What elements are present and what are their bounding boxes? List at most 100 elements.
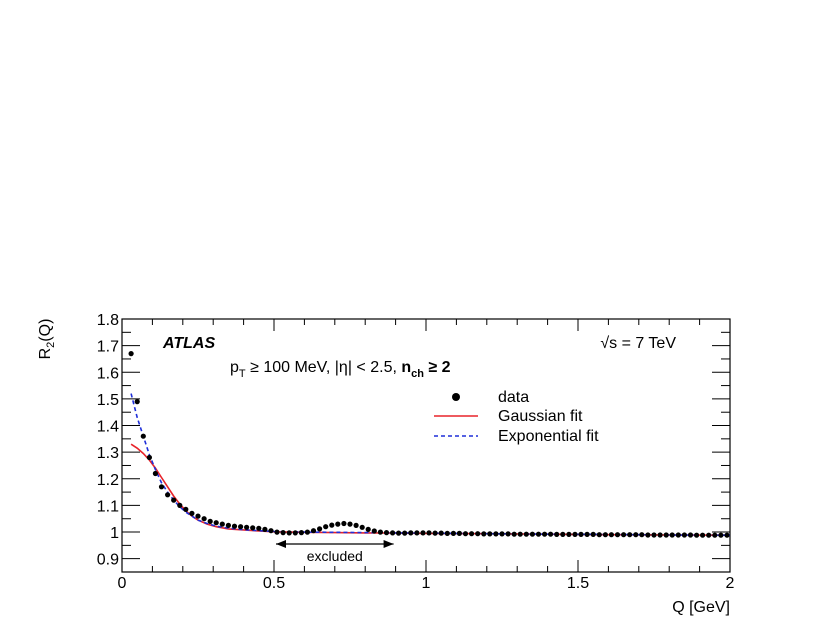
excluded-label: excluded	[307, 548, 363, 564]
cuts-pt: p	[230, 359, 239, 376]
data-point	[590, 531, 596, 538]
data-point	[462, 531, 469, 537]
data-point	[669, 532, 675, 538]
data-point	[487, 531, 493, 537]
data-point	[493, 531, 499, 537]
data-point	[535, 531, 542, 537]
data-point	[572, 531, 578, 538]
y-axis-title-arg: (Q)	[37, 319, 54, 342]
data-point	[231, 523, 238, 529]
data-point	[280, 530, 286, 536]
data-point	[341, 520, 347, 527]
data-point	[596, 532, 602, 538]
data-point	[639, 532, 645, 538]
data-point	[584, 531, 590, 538]
data-point	[359, 524, 365, 530]
data-point	[371, 528, 377, 534]
data-point	[645, 532, 651, 538]
data-point	[681, 532, 688, 538]
data-point	[687, 532, 694, 538]
data-point	[329, 522, 335, 528]
data-point	[408, 530, 414, 536]
data-point	[396, 530, 402, 536]
cuts-label: pT ≥ 100 MeV, |η| < 2.5, nch ≥ 2	[230, 359, 451, 380]
data-point	[602, 532, 609, 538]
data-point	[694, 532, 700, 538]
x-tick-label: 0	[118, 575, 127, 592]
energy-label: √s = 7 TeV	[600, 335, 676, 352]
data-points	[128, 351, 730, 538]
y-tick-labels: 0.9 1 1.1 1.2 1.3 1.4 1.5 1.6 1.7 1.8	[97, 312, 119, 569]
gaussian-fit-line	[130, 443, 731, 536]
data-point	[456, 530, 462, 537]
cuts-mid: ≥ 100 MeV, |η| < 2.5,	[246, 359, 402, 376]
data-point	[511, 531, 517, 537]
data-point	[219, 521, 225, 527]
y-axis-title-sub: 2	[45, 342, 57, 348]
x-tick-labels: 0 0.5 1 1.5 2	[118, 575, 735, 592]
data-point	[298, 530, 304, 536]
data-point	[213, 520, 219, 526]
data-point	[663, 532, 669, 538]
data-point	[140, 433, 146, 439]
data-point	[256, 525, 262, 531]
data-point	[377, 529, 383, 535]
data-point	[432, 530, 438, 536]
y-tick-label: 1.1	[97, 498, 119, 515]
data-point	[286, 530, 292, 536]
exponential-fit-line	[130, 393, 731, 536]
data-point	[414, 530, 420, 536]
data-point	[505, 531, 511, 537]
y-tick-label: 1.7	[97, 339, 119, 356]
y-tick-label: 1.3	[97, 445, 119, 462]
data-point	[499, 531, 505, 537]
data-point	[146, 454, 152, 461]
data-point	[262, 526, 268, 533]
y-axis-title: R2(Q)	[37, 319, 57, 360]
data-point	[523, 531, 529, 537]
y-tick-label: 1.8	[97, 312, 119, 329]
data-point	[444, 530, 450, 537]
data-point	[529, 531, 536, 537]
data-point	[292, 530, 298, 536]
y-tick-label: 1.6	[97, 365, 119, 382]
data-point	[128, 351, 134, 357]
data-point	[633, 532, 639, 538]
data-point	[560, 531, 566, 538]
data-point	[335, 521, 341, 527]
data-point	[177, 502, 183, 508]
data-point	[304, 529, 310, 535]
data-point	[171, 497, 177, 503]
data-point	[548, 531, 554, 537]
data-point	[614, 532, 621, 538]
data-point	[621, 532, 627, 538]
y-axis-title-main: R	[37, 348, 54, 360]
legend-gaussian-label: Gaussian fit	[498, 408, 583, 425]
data-point	[165, 492, 171, 498]
x-axis-title: Q [GeV]	[672, 599, 730, 616]
data-point	[700, 532, 706, 538]
data-point	[225, 522, 231, 529]
cuts-pt-sub: T	[239, 368, 246, 380]
cuts-nch: n	[401, 359, 411, 376]
data-point	[207, 518, 213, 525]
data-point	[274, 529, 280, 535]
excluded-arrow-right-icon	[383, 540, 394, 548]
atlas-label: ATLAS	[162, 335, 215, 352]
y-tick-label: 1	[110, 525, 119, 542]
legend-data-marker	[452, 393, 460, 401]
legend-data-label: data	[498, 389, 529, 406]
data-point	[475, 531, 481, 537]
x-tick-label: 2	[726, 575, 735, 592]
data-point	[189, 510, 195, 516]
data-point	[402, 530, 408, 536]
data-point	[353, 522, 359, 529]
x-tick-label: 1.5	[567, 575, 589, 592]
y-tick-label: 0.9	[97, 552, 119, 569]
cuts-nch-sub: ch	[411, 368, 424, 380]
data-point	[268, 528, 274, 534]
data-point	[438, 530, 444, 536]
data-point	[657, 532, 663, 538]
data-point	[365, 526, 371, 533]
